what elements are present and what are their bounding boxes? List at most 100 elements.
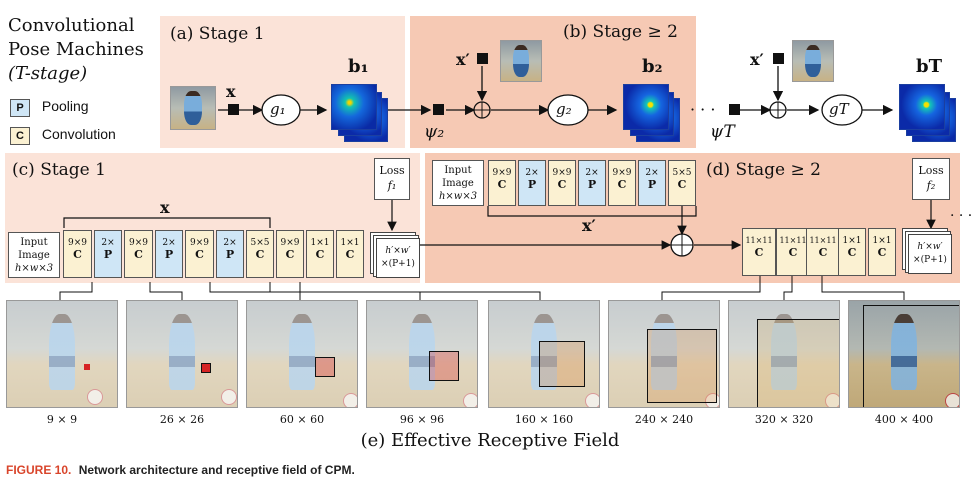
block-size: 9×9: [612, 168, 632, 178]
block-size: 2×: [525, 168, 539, 178]
input-image-stage1: [170, 86, 216, 130]
xprime-label-stage2: x′: [456, 50, 470, 69]
title-line-1: Convolutional: [8, 15, 135, 36]
rf-tile-6: [608, 300, 720, 408]
block-size: 1×1: [872, 236, 892, 246]
stack-text-1: h′×w′: [385, 246, 411, 256]
block-size: 11×11: [745, 236, 773, 245]
stage2-feature-block-7: 5×5 C: [668, 160, 696, 206]
block-size: 9×9: [68, 238, 87, 248]
rf-label-4: 96 × 96: [399, 413, 445, 426]
rf-label-1: 9 × 9: [46, 413, 78, 426]
stage1-block-7: 5×5 C: [246, 230, 274, 278]
block-type: C: [677, 178, 687, 191]
block-type: C: [557, 178, 567, 191]
input-image-box-stage2: Input Image h×w×3: [432, 160, 484, 206]
convolution-glyph: C: [10, 127, 30, 145]
rf-tile-5: [488, 300, 600, 408]
rf-box: [757, 319, 839, 407]
stage1-block-2: 2× P: [94, 230, 122, 278]
loss-f2-box: Loss f₂: [912, 158, 950, 200]
block-size: 9×9: [280, 238, 300, 248]
title: Convolutional Pose Machines (T-stage): [8, 14, 144, 86]
block-size: 1×1: [842, 236, 862, 246]
block-size: 9×9: [129, 238, 148, 248]
b1-label: b₁: [348, 56, 369, 77]
title-line-2: Pose Machines: [8, 39, 144, 60]
input-image-stage2: [500, 40, 542, 82]
input-image-text-2: Image: [18, 250, 50, 261]
stage2-feature-block-6: 2× P: [638, 160, 666, 206]
input-image-text-1: Input: [20, 237, 48, 248]
block-size: 5×5: [250, 238, 270, 248]
rf-box: [539, 341, 585, 387]
caption-text: Network architecture and receptive field…: [78, 463, 355, 477]
stage1-block-8: 9×9 C: [276, 230, 304, 278]
stage2-block-4: 1×1 C: [838, 228, 866, 276]
stage2-feature-block-2: 2× P: [518, 160, 546, 206]
rf-label-8: 400 × 400: [874, 413, 934, 426]
block-type: C: [754, 246, 764, 259]
stage2-block-2: 11×11 C: [776, 228, 810, 276]
belief-map-b1: [331, 84, 377, 130]
stage2-top-label: (b) Stage ≥ 2: [563, 22, 678, 42]
stage1-block-6: 2× P: [216, 230, 244, 278]
loss-text: Loss: [379, 164, 405, 177]
block-type: C: [195, 248, 204, 261]
block-size: 5×5: [672, 168, 692, 178]
middle-connectors: [59, 200, 936, 300]
pooling-label: Pooling: [41, 98, 89, 114]
section-e-label: (e) Effective Receptive Field: [360, 430, 620, 451]
stage2-mid-label: (d) Stage ≥ 2: [706, 160, 821, 180]
rf-tile-4: [366, 300, 478, 408]
rf-tile-1: [6, 300, 118, 408]
rf-box: [84, 364, 90, 370]
block-type: P: [103, 248, 113, 261]
block-type: C: [255, 248, 265, 261]
block-size: 9×9: [492, 168, 512, 178]
block-size: 9×9: [552, 168, 572, 178]
block-type: C: [315, 248, 325, 261]
psiT-label: ψT: [710, 122, 735, 142]
block-type: C: [617, 178, 627, 191]
stage1-block-9: 1×1 C: [306, 230, 334, 278]
block-type: P: [587, 178, 597, 191]
loss-f1-box: Loss f₁: [374, 158, 410, 200]
x-label-mid: x: [160, 198, 170, 217]
g1-label: g₁: [270, 100, 286, 118]
figure-caption: FIGURE 10. Network architecture and rece…: [6, 463, 355, 477]
belief-map-b2: [623, 84, 669, 130]
bT-label: bT: [916, 56, 942, 77]
stage2-block-3: 11×11 C: [806, 228, 840, 276]
block-size: 11×11: [779, 236, 807, 245]
gT-label: gT: [829, 100, 849, 118]
input-image-text-1: Input: [444, 165, 472, 176]
b2-label: b₂: [642, 56, 663, 77]
stage1-block-10: 1×1 C: [336, 230, 364, 278]
rf-tile-3: [246, 300, 358, 408]
block-size: 2×: [645, 168, 659, 178]
legend-pooling: P Pooling: [10, 98, 89, 117]
stage2-block-5: 1×1 C: [868, 228, 896, 276]
rf-label-7: 320 × 320: [754, 413, 814, 426]
block-size: 11×11: [809, 236, 837, 245]
stage2-feature-block-1: 9×9 C: [488, 160, 516, 206]
stack-text-1: h′×w′: [917, 242, 943, 252]
block-type: C: [788, 246, 798, 259]
stage2-feature-block-5: 9×9 C: [608, 160, 636, 206]
block-type: C: [847, 246, 857, 259]
block-type: P: [527, 178, 537, 191]
input-image-stageT: [792, 40, 834, 82]
stage2-feature-block-3: 9×9 C: [548, 160, 576, 206]
block-size: 2×: [585, 168, 599, 178]
rf-box: [429, 351, 459, 381]
block-type: P: [647, 178, 657, 191]
stack-text-2: ×(P+1): [913, 255, 947, 265]
legend-convolution: C Convolution: [10, 126, 116, 145]
stage1-mid-label: (c) Stage 1: [12, 160, 106, 180]
block-size: 2×: [162, 238, 176, 248]
input-image-text-3: h×w×3: [438, 191, 478, 202]
rf-box: [647, 329, 717, 403]
stage2-feature-block-4: 2× P: [578, 160, 606, 206]
xprime-label-mid: x′: [582, 216, 596, 235]
